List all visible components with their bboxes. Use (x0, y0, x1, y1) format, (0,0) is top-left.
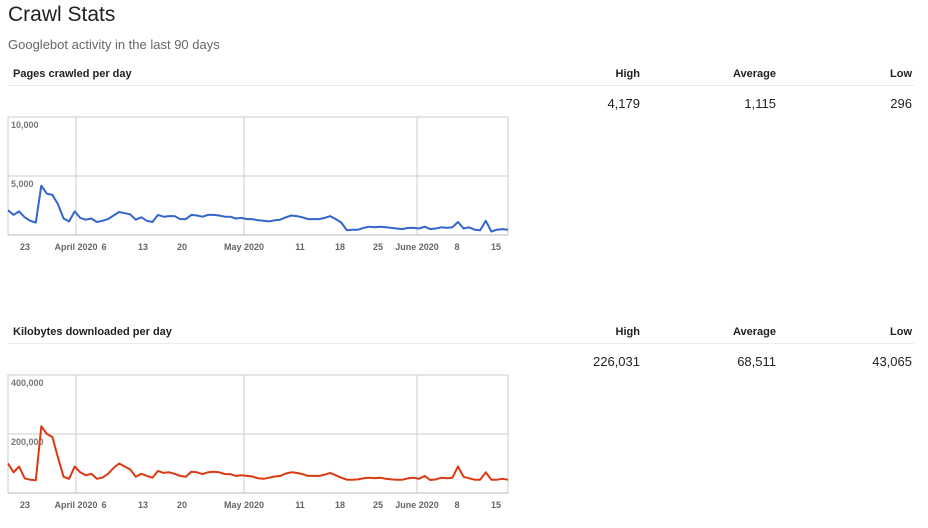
x-tick-label: 15 (491, 242, 501, 252)
series-line (7, 184, 509, 233)
series-line (7, 425, 509, 482)
stat-average-header: Average (732, 326, 776, 338)
x-tick-label: April 2020 (54, 242, 97, 252)
x-tick-label: 20 (177, 500, 187, 510)
stat-high-header: High (615, 68, 640, 80)
page-subtitle: Googlebot activity in the last 90 days (8, 37, 220, 52)
page-title: Crawl Stats (8, 3, 116, 26)
stat-average-value: 1,115 (744, 96, 776, 111)
x-tick-label: May 2020 (224, 500, 264, 510)
stat-low-value: 296 (890, 96, 912, 111)
kilobytes-downloaded-chart: 400,000 200,000 23 April 2020 6 13 20 May 2020 1… (7, 374, 509, 510)
x-tick-label: May 2020 (224, 242, 264, 252)
x-tick-label: April 2020 (54, 500, 97, 510)
x-tick-label: 18 (335, 500, 345, 510)
x-tick-label: 15 (491, 500, 501, 510)
stat-high-header: High (615, 326, 640, 338)
x-tick-label: 6 (101, 500, 106, 510)
x-tick-label: June 2020 (395, 500, 439, 510)
y-tick-label: 200,000 (11, 437, 44, 447)
x-tick-label: 25 (373, 242, 383, 252)
x-tick-label: June 2020 (395, 242, 439, 252)
x-tick-label: 25 (373, 500, 383, 510)
stat-low-header: Low (890, 326, 912, 338)
x-tick-label: 13 (138, 242, 148, 252)
pages-crawled-chart: 10,000 5,000 23 April 2020 6 13 20 May 2020 11 18… (7, 116, 509, 252)
section-divider (8, 343, 914, 344)
x-tick-label: 8 (454, 500, 459, 510)
x-tick-label: 6 (101, 242, 106, 252)
stat-average-header: Average (732, 68, 776, 80)
x-tick-label: 13 (138, 500, 148, 510)
stat-high-value: 4,179 (607, 96, 640, 111)
y-tick-label: 10,000 (11, 120, 39, 130)
stat-high-value: 226,031 (593, 354, 640, 369)
x-tick-label: 20 (177, 242, 187, 252)
y-tick-label: 5,000 (11, 179, 34, 189)
x-tick-label: 11 (295, 500, 305, 510)
section-title: Pages crawled per day (13, 68, 132, 80)
stat-low-value: 43,065 (872, 354, 912, 369)
stat-low-header: Low (890, 68, 912, 80)
section-title: Kilobytes downloaded per day (13, 326, 172, 338)
stat-average-value: 68,511 (737, 354, 776, 369)
x-tick-label: 8 (454, 242, 459, 252)
x-tick-label: 23 (20, 242, 30, 252)
x-tick-label: 18 (335, 242, 345, 252)
section-divider (8, 85, 914, 86)
y-tick-label: 400,000 (11, 378, 44, 388)
x-tick-label: 11 (295, 242, 305, 252)
x-tick-label: 23 (20, 500, 30, 510)
